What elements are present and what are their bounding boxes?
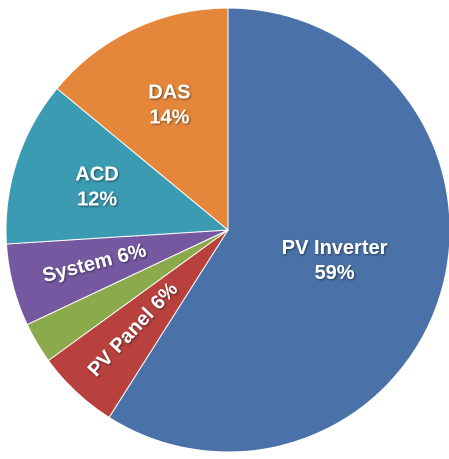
category-label: DAS (148, 82, 190, 104)
pie-slice (56, 7, 229, 232)
category-label: ACD (75, 164, 118, 186)
pie-slice (5, 87, 230, 245)
value-label: 12% (77, 189, 117, 211)
pie-slice (108, 7, 449, 453)
value-label: 59% (315, 262, 355, 284)
value-label: 14% (149, 107, 189, 129)
category-label: PV Inverter (282, 237, 388, 259)
